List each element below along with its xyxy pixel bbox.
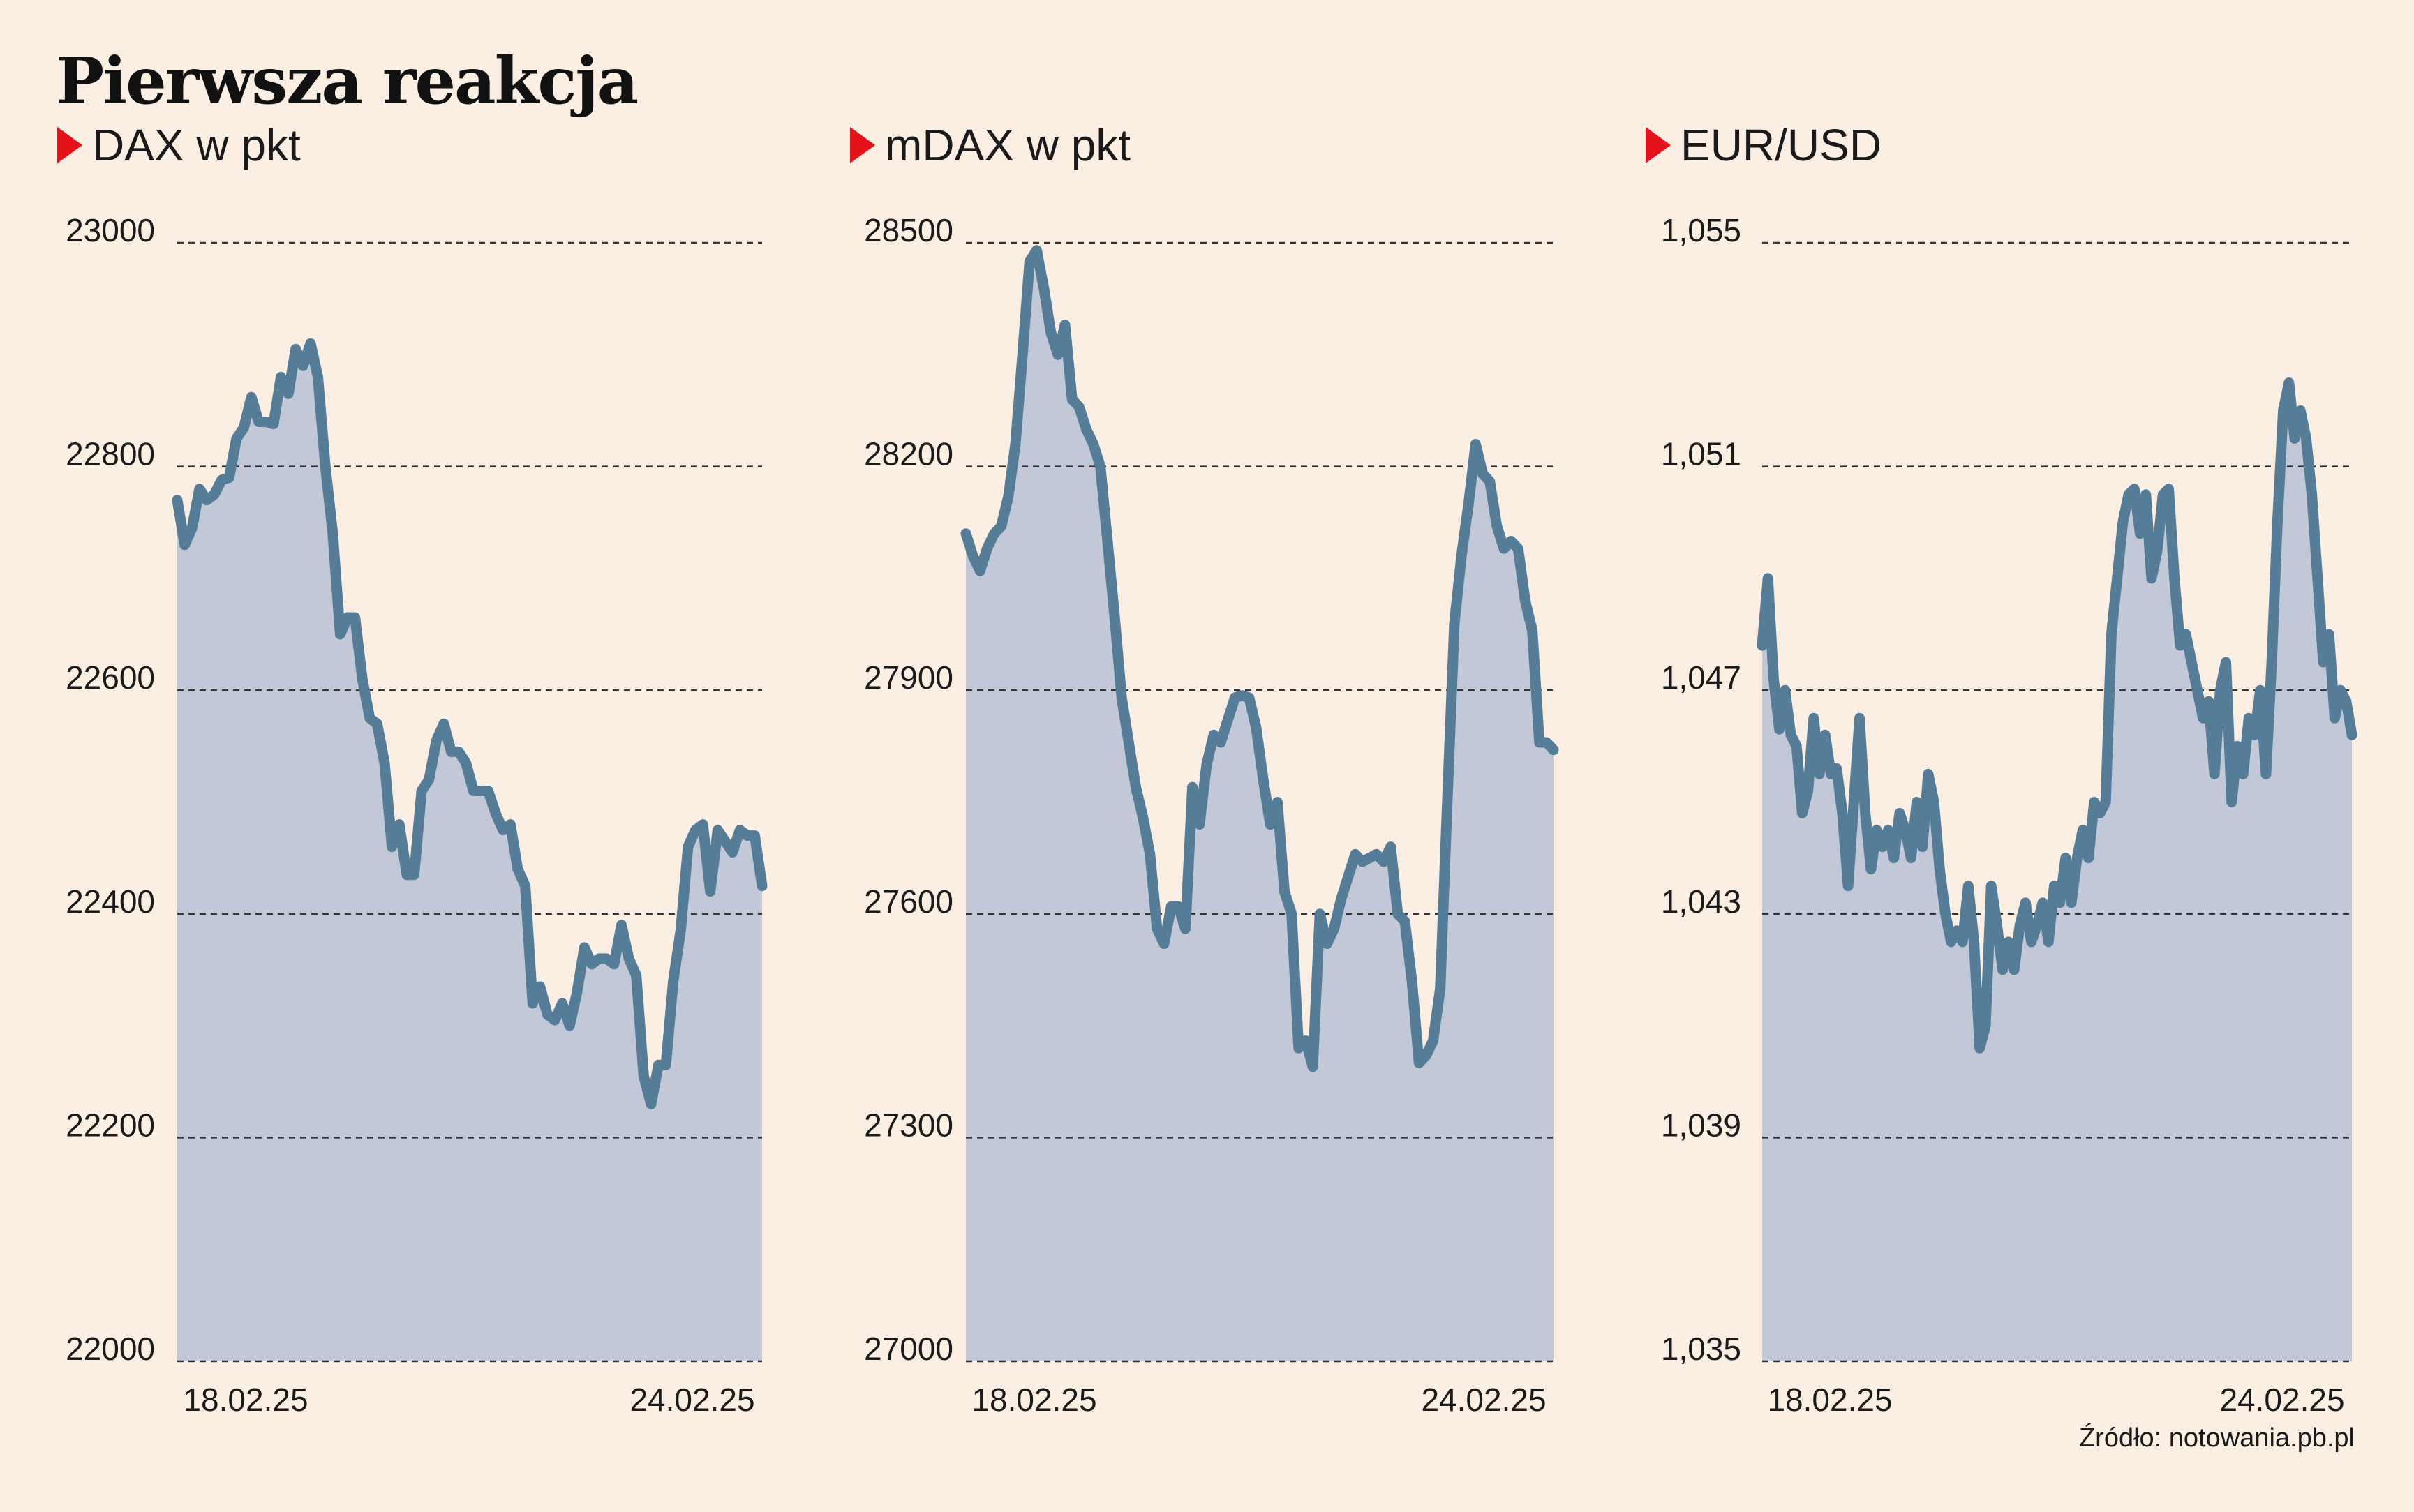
dax-xtick-label: 24.02.25 xyxy=(629,1382,754,1418)
eurusd-panel-title: EUR/USD xyxy=(1646,117,1882,173)
mdax-ytick-label: 28200 xyxy=(864,436,953,472)
dax-series-line xyxy=(172,338,768,1109)
mdax-ytick-label: 27300 xyxy=(864,1107,953,1143)
mdax-ytick-label: 27600 xyxy=(864,883,953,920)
triangle-marker-icon xyxy=(850,127,875,163)
eurusd-ytick-label: 1,047 xyxy=(1661,659,1741,696)
mdax-panel-title-text: mDAX w pkt xyxy=(885,120,1131,170)
eurusd-chart: 1,035 1,039 1,043 1,047 1,051 1,055 18.02.25 24… xyxy=(1661,212,2357,1418)
dax-panel-title-text: DAX w pkt xyxy=(92,120,301,170)
dax-ytick-label: 22400 xyxy=(66,883,155,920)
dax-ytick-label: 23000 xyxy=(66,212,155,248)
dax-area xyxy=(177,343,762,1361)
eurusd-ytick-label: 1,043 xyxy=(1661,883,1741,920)
mdax-ytick-label: 27000 xyxy=(864,1331,953,1367)
eurusd-area xyxy=(1762,382,2352,1361)
mdax-area xyxy=(966,250,1554,1362)
mdax-ytick-label: 27900 xyxy=(864,659,953,696)
mdax-chart: 27000 27300 27600 27900 28200 28500 18.02.25 24… xyxy=(864,212,1559,1418)
eurusd-ytick-label: 1,039 xyxy=(1661,1107,1741,1143)
eurusd-series-line xyxy=(1757,377,2357,1054)
eurusd-ytick-label: 1,055 xyxy=(1661,212,1741,248)
chart-title: Pierwsza reakcja xyxy=(56,43,639,119)
mdax-series-line xyxy=(960,245,1559,1072)
dax-chart: 22000 22200 22400 22600 22800 23000 18.02.25 24… xyxy=(66,212,768,1418)
eurusd-ytick-label: 1,035 xyxy=(1661,1331,1741,1367)
dax-ytick-label: 22600 xyxy=(66,659,155,696)
mdax-xtick-label: 18.02.25 xyxy=(971,1382,1096,1418)
eurusd-xtick-label: 24.02.25 xyxy=(2219,1382,2344,1418)
eurusd-ytick-label: 1,051 xyxy=(1661,436,1741,472)
dax-ytick-label: 22000 xyxy=(66,1331,155,1367)
mdax-ytick-label: 28500 xyxy=(864,212,953,248)
triangle-marker-icon xyxy=(1646,127,1671,163)
dax-xtick-label: 18.02.25 xyxy=(183,1382,308,1418)
dax-ytick-label: 22800 xyxy=(66,436,155,472)
source-note: Źródło: notowania.pb.pl xyxy=(2078,1423,2355,1453)
eurusd-panel-title-text: EUR/USD xyxy=(1681,120,1882,170)
mdax-panel-title: mDAX w pkt xyxy=(850,117,1131,173)
triangle-marker-icon xyxy=(57,127,82,163)
eurusd-xtick-label: 18.02.25 xyxy=(1767,1382,1892,1418)
mdax-xtick-label: 24.02.25 xyxy=(1421,1382,1546,1418)
dax-panel-title: DAX w pkt xyxy=(57,117,301,173)
dax-ytick-label: 22200 xyxy=(66,1107,155,1143)
